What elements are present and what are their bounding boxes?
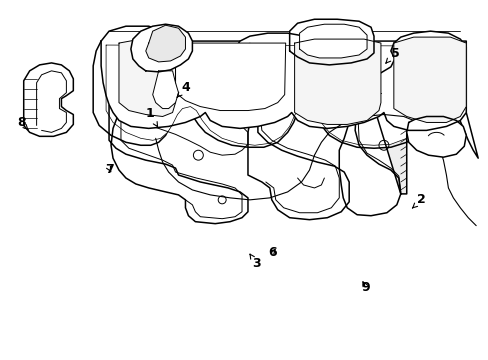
Polygon shape [131, 24, 192, 72]
Polygon shape [101, 26, 466, 130]
Text: 1: 1 [145, 107, 157, 127]
Polygon shape [299, 24, 366, 58]
Polygon shape [339, 91, 400, 216]
Polygon shape [393, 37, 466, 122]
Polygon shape [289, 19, 373, 65]
Polygon shape [106, 45, 460, 145]
Text: 2: 2 [411, 193, 425, 208]
Text: 6: 6 [268, 246, 276, 258]
Polygon shape [294, 39, 380, 125]
Polygon shape [145, 25, 185, 62]
Polygon shape [175, 43, 285, 111]
Polygon shape [247, 91, 348, 220]
Text: 4: 4 [177, 81, 190, 97]
Polygon shape [24, 63, 73, 136]
Polygon shape [109, 91, 247, 224]
Text: 5: 5 [385, 47, 399, 63]
Polygon shape [368, 86, 406, 194]
Text: 8: 8 [17, 116, 28, 130]
Polygon shape [406, 117, 466, 157]
Polygon shape [152, 71, 178, 109]
Polygon shape [93, 41, 477, 158]
Text: 9: 9 [361, 281, 369, 294]
Polygon shape [119, 39, 175, 117]
Text: 7: 7 [105, 163, 114, 176]
Text: 3: 3 [249, 254, 261, 270]
